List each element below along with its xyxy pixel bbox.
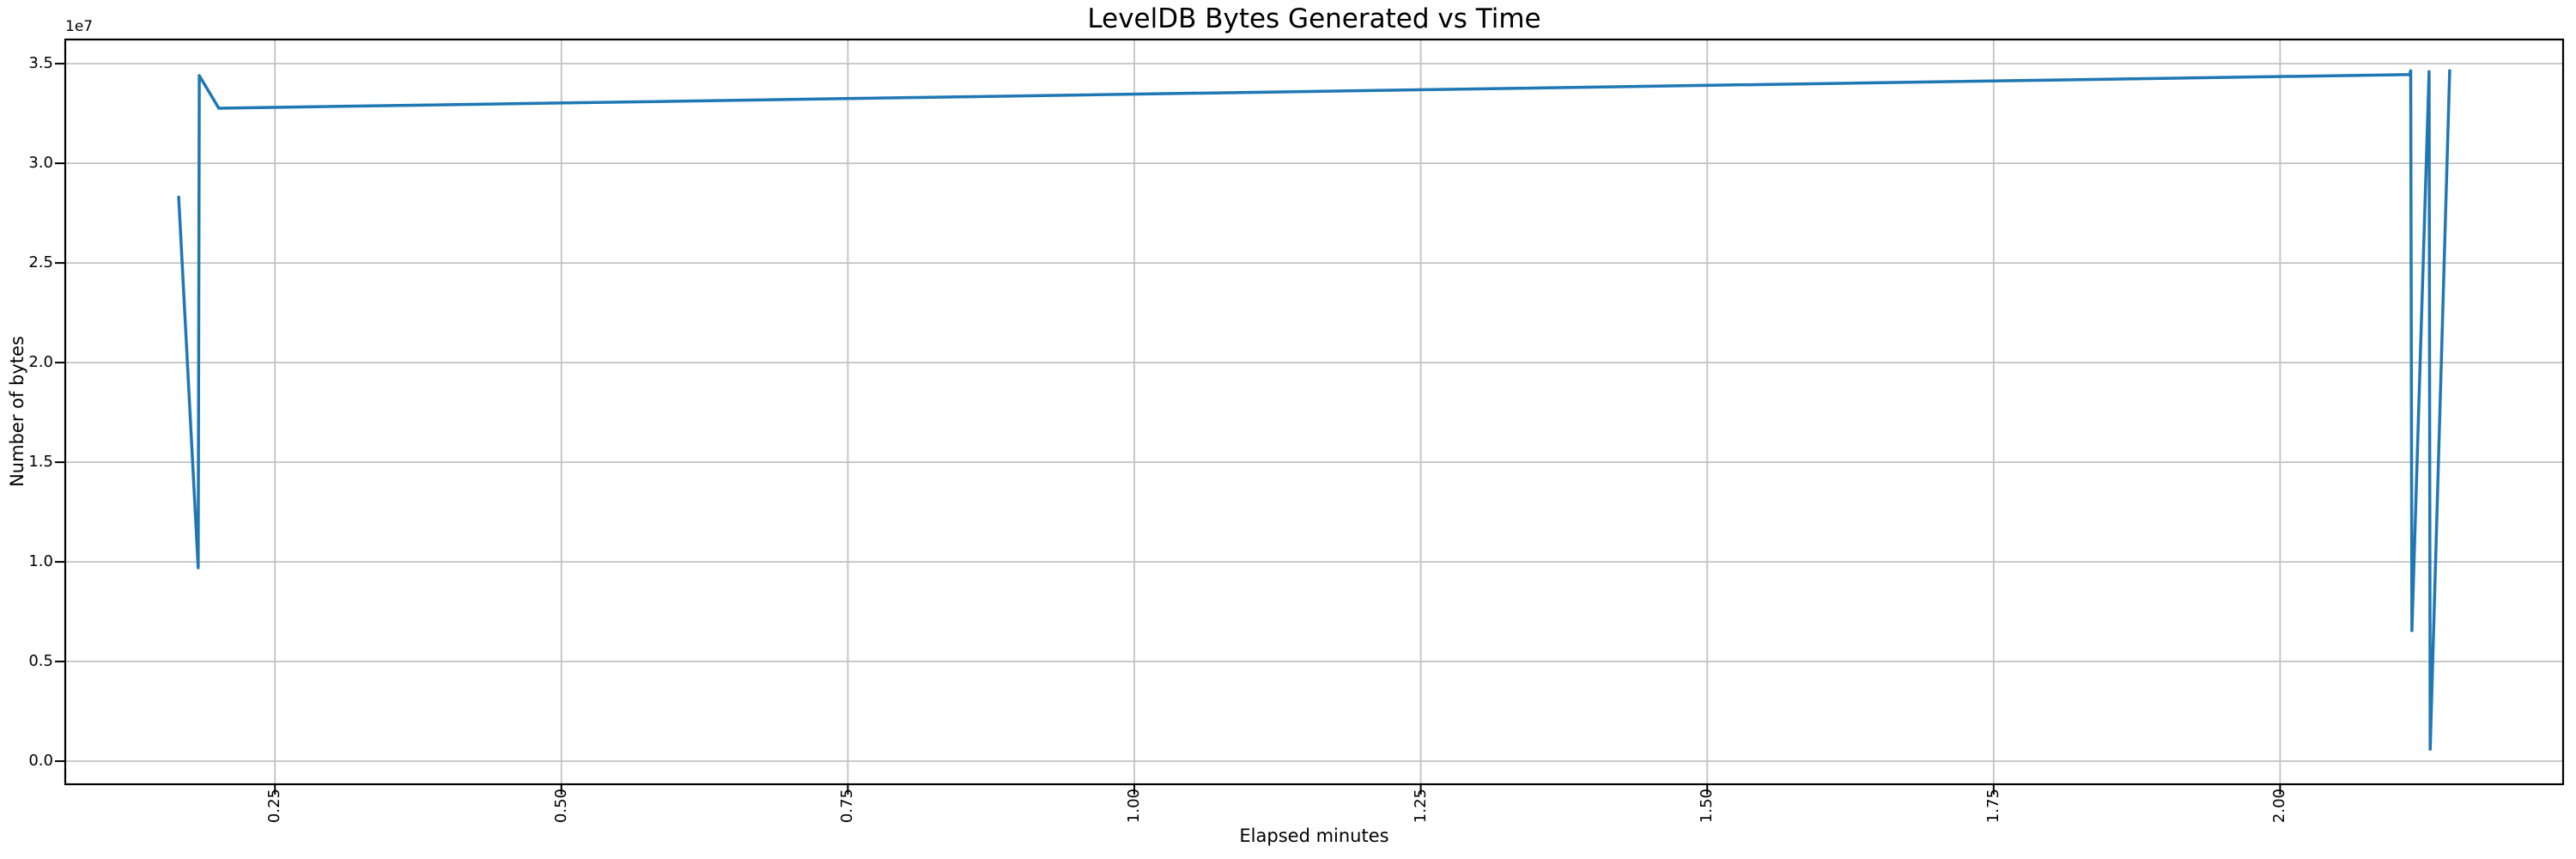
x-tick-label: 0.50 (551, 789, 570, 824)
x-tick-label: 1.00 (1125, 789, 1143, 824)
y-axis-offset-text: 1e7 (65, 18, 94, 35)
y-tick-label: 1.5 (28, 453, 53, 472)
x-tick-label: 0.75 (838, 789, 857, 824)
x-axis-label: Elapsed minutes (1239, 825, 1389, 846)
axes-spines (64, 38, 2565, 786)
x-tick-label: 1.25 (1411, 789, 1430, 824)
y-tick-label: 0.0 (28, 752, 53, 771)
y-tick-label: 2.0 (28, 353, 53, 372)
y-tick-label: 0.5 (28, 652, 53, 671)
y-tick-label: 2.5 (28, 253, 53, 272)
y-tick-label: 1.0 (28, 552, 53, 571)
x-tick-label: 2.00 (2270, 789, 2289, 824)
data-line (177, 69, 2451, 751)
chart-title: LevelDB Bytes Generated vs Time (1087, 3, 1541, 34)
x-tick-label: 1.75 (1984, 789, 2002, 824)
y-tick-label: 3.0 (28, 154, 53, 173)
x-tick-label: 0.25 (265, 789, 284, 824)
y-tick-label: 3.5 (28, 54, 53, 73)
x-tick-label: 1.50 (1698, 789, 1716, 824)
